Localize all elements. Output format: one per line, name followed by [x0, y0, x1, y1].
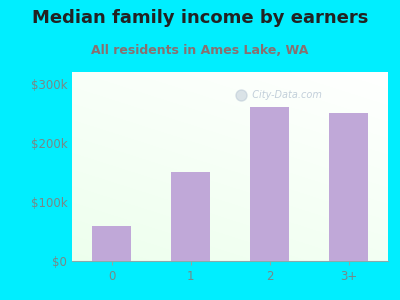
Text: Median family income by earners: Median family income by earners	[32, 9, 368, 27]
Bar	[329, 113, 368, 261]
Text: City-Data.com: City-Data.com	[246, 90, 322, 100]
Bar	[92, 226, 131, 261]
Bar	[171, 172, 210, 261]
Bar	[250, 107, 289, 261]
Text: All residents in Ames Lake, WA: All residents in Ames Lake, WA	[91, 44, 309, 56]
